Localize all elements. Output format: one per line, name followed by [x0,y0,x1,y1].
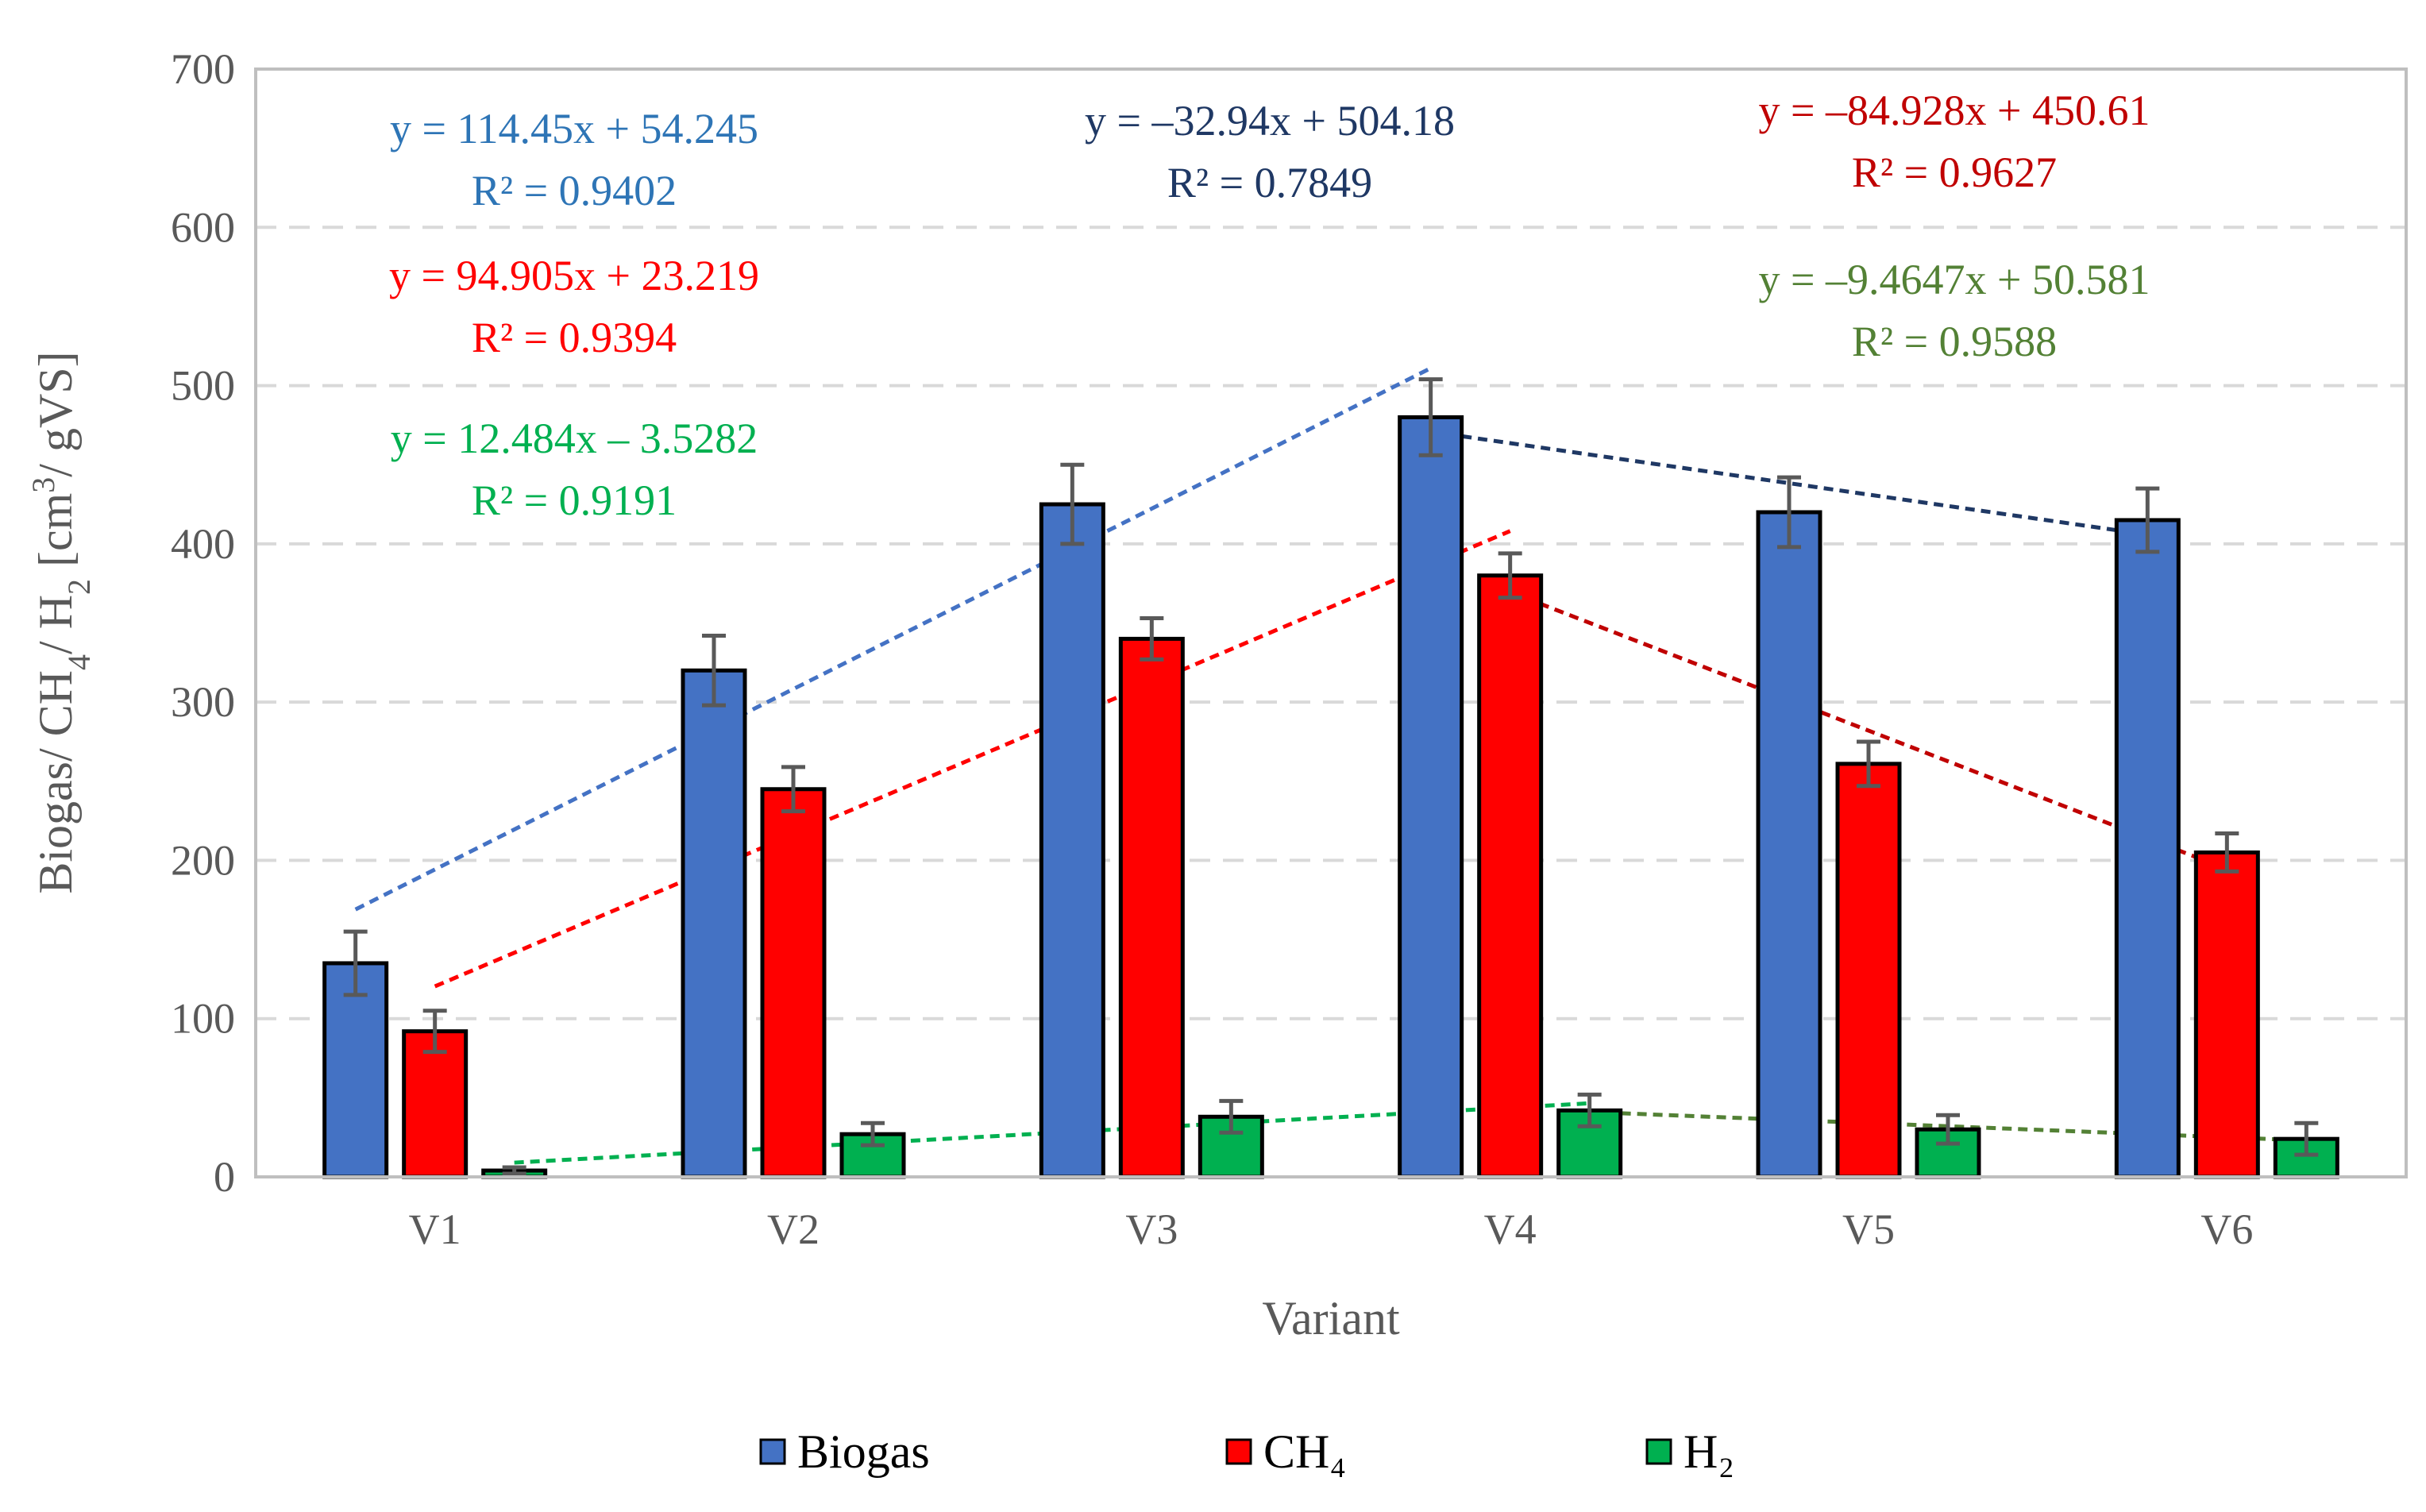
error-bars [343,377,2319,1176]
r2-biogas-fall: R² = 0.7849 [1167,159,1372,206]
r2-biogas-rise: R² = 0.9402 [472,167,677,214]
legend-label-h2: H₂ [1684,1425,1734,1478]
y-tick-label-700: 700 [171,45,235,93]
trendline-equations: y = 114.45x + 54.245 R² = 0.9402 y = 94.… [389,87,2150,524]
r2-h2-rise: R² = 0.9191 [472,476,677,524]
eq-ch4-fall: y = –84.928x + 450.61 [1759,87,2150,134]
eq-ch4-rise: y = 94.905x + 23.219 [389,252,759,299]
y-tick-label-200: 200 [171,836,235,884]
legend-label-ch4: CH₄ [1263,1425,1346,1478]
bar-ch-v6 [2193,850,2260,1179]
x-tick-label-v3: V3 [1125,1205,1178,1253]
x-tick-label-v1: V1 [409,1205,461,1253]
eq-biogas-rise: y = 114.45x + 54.245 [390,105,758,152]
legend-label-biogas: Biogas [797,1425,930,1478]
gridlines [256,226,2406,1020]
r2-ch4-rise: R² = 0.9394 [472,314,677,361]
eq-h2-rise: y = 12.484x – 3.5282 [391,415,758,462]
bar-biogas-v6 [2114,518,2181,1179]
x-tick-label-v5: V5 [1842,1205,1895,1253]
legend: Biogas CH₄ H₂ [759,1425,1734,1478]
y-tick-label-400: 400 [171,520,235,568]
y-tick-label-600: 600 [171,203,235,251]
bar-ch-v3 [1118,636,1185,1179]
bar-biogas-v5 [1756,510,1822,1179]
x-tick-label-v2: V2 [767,1205,820,1253]
y-tick-label-300: 300 [171,678,235,726]
y-tick-label-100: 100 [171,995,235,1043]
bar-biogas-v4 [1398,415,1464,1179]
legend-swatch-biogas [759,1438,786,1465]
y-tick-label-500: 500 [171,362,235,410]
legend-swatch-h2 [1645,1438,1672,1465]
trendline-0 [354,366,1432,912]
x-axis-title: Variant [1262,1292,1400,1344]
bar-ch-v2 [760,787,827,1179]
plot-frame [254,68,2408,1178]
x-tick-label-v4: V4 [1484,1205,1537,1253]
bar-biogas-v3 [1039,502,1105,1179]
eq-h2-fall: y = –9.4647x + 50.581 [1759,256,2150,303]
y-tick-label-0: 0 [214,1153,235,1201]
x-tick-label-v6: V6 [2200,1205,2253,1253]
bar-ch-v5 [1835,762,1902,1179]
r2-ch4-fall: R² = 0.9627 [1852,148,2057,196]
axes: 0 100 200 300 400 500 600 700 V1 V2 V3 V4 V5 V6 [171,45,2253,1253]
bar-ch-v4 [1477,573,1544,1179]
r2-h2-fall: R² = 0.9588 [1852,318,2057,365]
trendline-3 [1509,590,2228,871]
bar-biogas-v2 [681,668,747,1179]
bars [322,415,2339,1179]
legend-swatch-ch4 [1225,1438,1252,1465]
trendline-1 [1430,430,2148,537]
trendline-2 [434,529,1511,989]
eq-biogas-fall: y = –32.94x + 504.18 [1085,97,1455,145]
